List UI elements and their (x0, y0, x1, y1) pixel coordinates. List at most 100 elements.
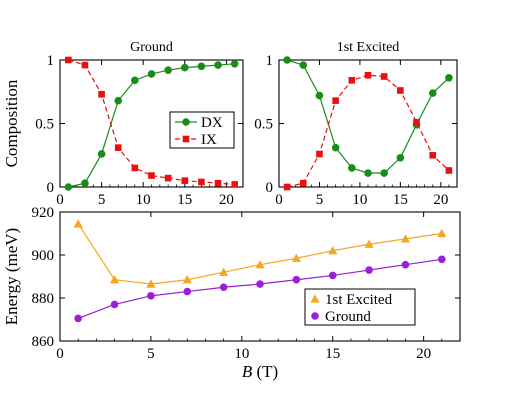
panel-title: Ground (130, 40, 173, 55)
y-tick-label: 1 (47, 53, 55, 69)
series-line (77, 223, 442, 285)
data-point (364, 169, 372, 177)
data-point (219, 283, 228, 292)
legend-marker (182, 135, 190, 143)
data-point (380, 169, 388, 177)
data-point (401, 260, 410, 269)
data-point (445, 73, 453, 82)
data-point (164, 66, 172, 74)
x-tick-label: 10 (234, 346, 249, 362)
series-1st-excited (73, 219, 447, 288)
y-tick-label: 900 (32, 248, 55, 264)
data-point (230, 60, 239, 68)
panel-title: 1st Excited (337, 40, 400, 55)
data-point (180, 63, 189, 72)
data-point (328, 271, 337, 280)
legend-label: DX (201, 115, 223, 131)
data-point (429, 151, 437, 159)
legend-marker (311, 312, 319, 320)
data-point (183, 287, 192, 296)
x-tick-label: 15 (393, 192, 408, 208)
x-tick-label: 0 (56, 192, 64, 208)
data-point (437, 228, 447, 238)
data-point (231, 181, 238, 188)
x-tick-label: 20 (219, 192, 234, 208)
data-point (198, 178, 205, 186)
data-point (64, 183, 73, 191)
data-point (110, 300, 119, 309)
data-point (219, 267, 229, 276)
y-tick-label: 1 (266, 53, 274, 69)
x-tick-label: 10 (136, 192, 151, 208)
series-dx (64, 60, 239, 191)
data-point (396, 153, 405, 162)
y-axis-label: Energy (meV) (2, 228, 21, 325)
data-point (114, 144, 122, 151)
data-point (131, 76, 139, 85)
x-tick-label: 15 (177, 192, 192, 208)
x-tick-label: 5 (98, 192, 106, 208)
data-point (109, 275, 120, 284)
data-point (413, 118, 420, 126)
data-point (332, 97, 339, 104)
legend-label: 1st Excited (325, 292, 393, 308)
x-tick-label: 5 (147, 346, 155, 362)
data-point (214, 179, 222, 187)
x-tick-label: 10 (352, 192, 367, 208)
legend-label: IX (201, 132, 217, 148)
legend-box (169, 111, 235, 149)
x-axis-label: B (T) (242, 362, 278, 381)
data-point (348, 164, 356, 172)
data-point (316, 150, 323, 158)
data-point (364, 71, 372, 79)
chart-energy: 0 5 10 15 20 860 880 900 920 Energy (meV) B (T) 1st… (2, 205, 461, 381)
data-point (380, 73, 388, 80)
y-axis-label: Composition (2, 79, 21, 167)
series-ix (283, 71, 453, 191)
data-point (283, 183, 291, 191)
data-point (164, 174, 172, 182)
data-point (299, 61, 308, 69)
legend-marker (310, 294, 320, 303)
data-point (445, 167, 453, 174)
data-point (98, 90, 105, 98)
data-point (131, 164, 139, 172)
x-tick-label: 5 (316, 192, 324, 208)
x-tick-label: 20 (416, 346, 431, 362)
data-point (348, 77, 356, 84)
x-tick-label: 0 (275, 192, 283, 208)
data-point (256, 280, 264, 288)
y-tick-label: 0 (47, 180, 55, 196)
series-ground (74, 255, 446, 323)
x-tick-label: 15 (325, 346, 340, 362)
y-tick-label: 0 (266, 180, 274, 196)
data-point (148, 172, 155, 179)
x-tick-label: 0 (56, 346, 64, 362)
data-point (181, 177, 189, 184)
data-point (315, 91, 324, 100)
data-point (299, 179, 307, 187)
x-tick-label: 20 (433, 192, 448, 208)
data-point (365, 266, 373, 274)
chart-excited: 0 5 10 15 20 0 0.5 1 1st Excited (254, 40, 458, 208)
data-point (147, 70, 156, 78)
y-tick-label: 880 (32, 291, 55, 307)
data-point (147, 292, 155, 300)
data-point (81, 179, 89, 187)
y-tick-label: 920 (32, 205, 55, 221)
y-tick-label: 0.5 (254, 117, 273, 133)
data-point (428, 89, 437, 97)
data-point (255, 260, 265, 269)
plot-frame (278, 59, 458, 188)
data-point (97, 150, 106, 158)
legend-label: Ground (325, 309, 371, 325)
data-point (331, 143, 340, 152)
data-point (74, 314, 82, 323)
data-point (283, 56, 291, 64)
data-point (291, 253, 301, 262)
data-point (292, 275, 301, 284)
